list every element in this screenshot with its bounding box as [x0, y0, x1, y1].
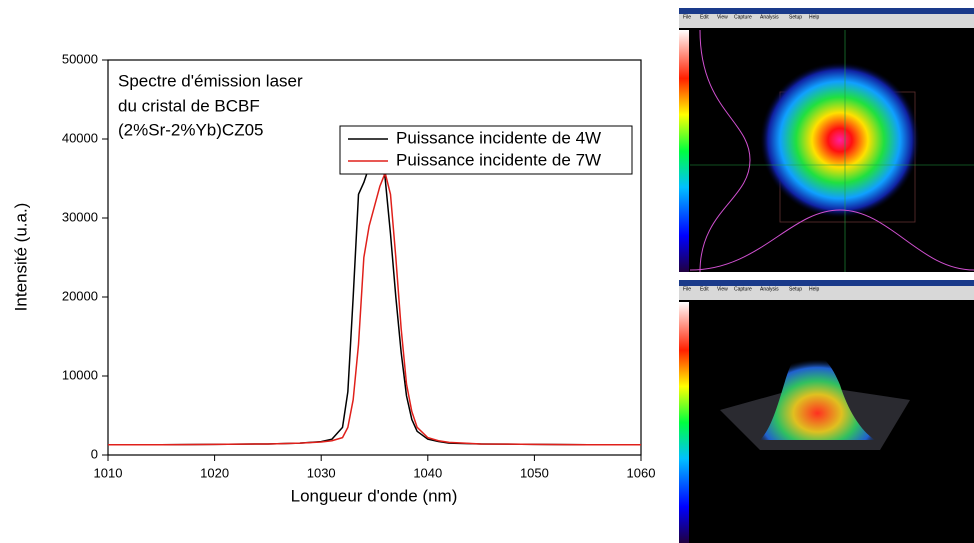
x-tick-label: 1050	[520, 465, 549, 480]
y-tick-label: 20000	[62, 288, 98, 303]
annotation: (2%Sr-2%Yb)CZ05	[118, 120, 264, 139]
title-bar	[679, 8, 974, 14]
y-tick-label: 40000	[62, 130, 98, 145]
series-line	[108, 152, 641, 446]
profile-x	[689, 209, 974, 271]
x-tick-label: 1020	[200, 465, 229, 480]
beam-3d-screenshot	[679, 280, 974, 543]
y-tick-label: 30000	[62, 209, 98, 224]
y-tick-label: 50000	[62, 51, 98, 66]
profile-y	[699, 29, 751, 273]
color-bar	[679, 302, 689, 543]
menu-item: Setup	[789, 286, 802, 292]
menu-item: Edit	[700, 286, 709, 292]
menu-item: Analysis	[760, 14, 779, 20]
beam-2d-screenshot	[679, 8, 974, 273]
menu-item: Help	[809, 14, 820, 20]
toolbar	[679, 286, 974, 300]
x-tick-label: 1010	[94, 465, 123, 480]
x-axis-label: Longueur d'onde (nm)	[291, 486, 458, 505]
x-tick-label: 1030	[307, 465, 336, 480]
menu-item: File	[683, 14, 691, 20]
y-tick-label: 10000	[62, 367, 98, 382]
annotation: Spectre d'émission laser	[118, 71, 303, 90]
legend-label: Puissance incidente de 7W	[396, 150, 601, 169]
legend-label: Puissance incidente de 4W	[396, 128, 601, 147]
x-tick-label: 1040	[413, 465, 442, 480]
title-bar	[679, 280, 974, 286]
annotation: du cristal de BCBF	[118, 96, 260, 115]
toolbar	[679, 14, 974, 28]
series-line	[108, 172, 641, 446]
beam-spot	[760, 62, 920, 218]
menu-item: File	[683, 286, 691, 292]
menus: File Edit View Capture Analysis Setup Help File…	[683, 14, 820, 292]
x-tick-label: 1060	[627, 465, 656, 480]
menu-item: View	[717, 14, 728, 20]
menu-item: Capture	[734, 286, 752, 292]
menu-item: View	[717, 286, 728, 292]
y-tick-label: 0	[91, 446, 98, 461]
menu-item: Setup	[789, 14, 802, 20]
menu-item: Capture	[734, 14, 752, 20]
surface-peak	[760, 350, 875, 440]
color-bar	[679, 30, 689, 272]
plot-frame	[107, 59, 642, 456]
menu-item: Help	[809, 286, 820, 292]
menu-item: Analysis	[760, 286, 779, 292]
y-axis-label: Intensité (u.a.)	[11, 203, 30, 312]
menu-item: Edit	[700, 14, 709, 20]
legend-box	[339, 125, 633, 175]
